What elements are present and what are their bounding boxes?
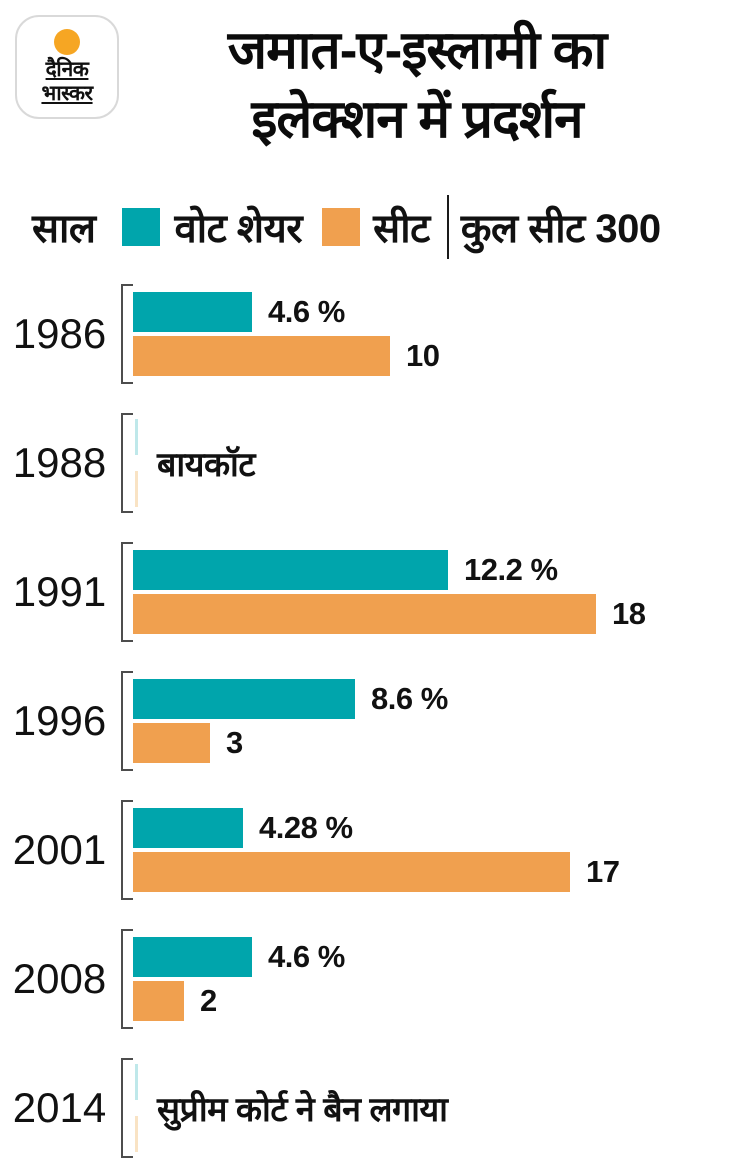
bar-pair: 12.2 % 18 <box>133 549 730 634</box>
seats-bar <box>133 593 596 634</box>
year-row: 1988 बायकॉट <box>0 412 730 513</box>
seats-bar <box>133 335 390 376</box>
seats-swatch <box>322 207 361 246</box>
sun-icon <box>54 28 80 55</box>
legend-divider <box>446 194 449 259</box>
seats-value: 18 <box>612 595 646 631</box>
legend: साल वोट शेयर सीट कुल सीट 300 <box>32 194 730 259</box>
row-plot: 4.28 % 17 <box>119 799 730 900</box>
bar-pair: 8.6 % 3 <box>133 678 730 763</box>
vote-share-value: 4.6 % <box>268 938 345 974</box>
year-label: 2001 <box>12 825 107 873</box>
seats-bar-line: 17 <box>133 851 730 892</box>
year-row: 1996 8.6 % 3 <box>0 670 730 771</box>
vote-share-bar-line: 4.28 % <box>133 807 730 848</box>
legend-year-label: साल <box>32 207 96 252</box>
seats-zero-bar <box>135 1115 138 1152</box>
bar-pair: 4.28 % 17 <box>133 807 730 892</box>
year-label: 1996 <box>12 696 107 744</box>
seats-bar-line: 2 <box>133 980 730 1021</box>
legend-seats-label: सीट <box>373 207 430 252</box>
title-line-2: इलेक्शन में प्रदर्शन <box>251 89 583 149</box>
vote-share-zero-bar <box>135 418 138 455</box>
chart-rows: 1986 4.6 % 10 1988 बायकॉट 1991 12.2 % 18 1… <box>0 283 730 1158</box>
year-row: 1986 4.6 % 10 <box>0 283 730 384</box>
header: दैनिक भास्कर जमात-ए-इस्लामी का इलेक्शन म… <box>0 0 730 155</box>
vote-share-swatch <box>121 207 160 246</box>
year-label: 1991 <box>12 567 107 615</box>
row-plot: 8.6 % 3 <box>119 670 730 771</box>
year-row: 1991 12.2 % 18 <box>0 541 730 642</box>
logo-text-line1: दैनिक <box>45 57 89 81</box>
legend-vote-share-label: वोट शेयर <box>174 207 303 252</box>
seats-bar-line: 3 <box>133 722 730 763</box>
row-plot: 4.6 % 2 <box>119 928 730 1029</box>
vote-share-value: 4.6 % <box>268 293 345 329</box>
seats-value: 10 <box>406 337 440 373</box>
vote-share-zero-bar <box>135 1063 138 1100</box>
bar-pair: 4.6 % 10 <box>133 291 730 376</box>
title-line-1: जमात-ए-इस्लामी का <box>227 21 607 80</box>
year-label: 2008 <box>12 954 107 1002</box>
seats-bar-line: 10 <box>133 335 730 376</box>
seats-bar <box>133 851 570 892</box>
year-label: 1986 <box>12 309 107 357</box>
vote-share-bar-line: 4.6 % <box>133 936 730 977</box>
logo-text-line2: भास्कर <box>41 81 93 105</box>
dainik-bhaskar-logo: दैनिक भास्कर <box>15 15 119 119</box>
vote-share-bar-line: 4.6 % <box>133 291 730 332</box>
vote-share-bar <box>133 549 448 590</box>
year-row: 2001 4.28 % 17 <box>0 799 730 900</box>
row-plot: बायकॉट <box>119 412 730 513</box>
row-plot: 12.2 % 18 <box>119 541 730 642</box>
seats-bar <box>133 980 184 1021</box>
vote-share-bar-line: 8.6 % <box>133 678 730 719</box>
seats-value: 3 <box>226 724 243 760</box>
seats-bar <box>133 722 210 763</box>
bar-pair: 4.6 % 2 <box>133 936 730 1021</box>
vote-share-value: 4.28 % <box>259 809 353 845</box>
vote-share-bar <box>133 678 355 719</box>
seats-bar-line: 18 <box>133 593 730 634</box>
vote-share-bar <box>133 936 252 977</box>
seats-zero-bar <box>135 470 138 507</box>
seats-value: 2 <box>200 982 217 1018</box>
row-plot: 4.6 % 10 <box>119 283 730 384</box>
vote-share-value: 8.6 % <box>371 680 448 716</box>
vote-share-bar-line: 12.2 % <box>133 549 730 590</box>
year-row: 2014 सुप्रीम कोर्ट ने बैन लगाया <box>0 1057 730 1158</box>
note-label: सुप्रीम कोर्ट ने बैन लगाया <box>157 1090 448 1129</box>
page-title: जमात-ए-इस्लामी का इलेक्शन में प्रदर्शन <box>119 17 715 155</box>
year-label: 1988 <box>12 438 107 486</box>
vote-share-value: 12.2 % <box>464 551 558 587</box>
vote-share-bar <box>133 807 243 848</box>
year-row: 2008 4.6 % 2 <box>0 928 730 1029</box>
legend-total-seats-label: कुल सीट 300 <box>460 207 661 252</box>
seats-value: 17 <box>586 853 620 889</box>
note-label: बायकॉट <box>157 445 256 484</box>
vote-share-bar <box>133 291 252 332</box>
year-label: 2014 <box>12 1083 107 1131</box>
row-plot: सुप्रीम कोर्ट ने बैन लगाया <box>119 1057 730 1158</box>
